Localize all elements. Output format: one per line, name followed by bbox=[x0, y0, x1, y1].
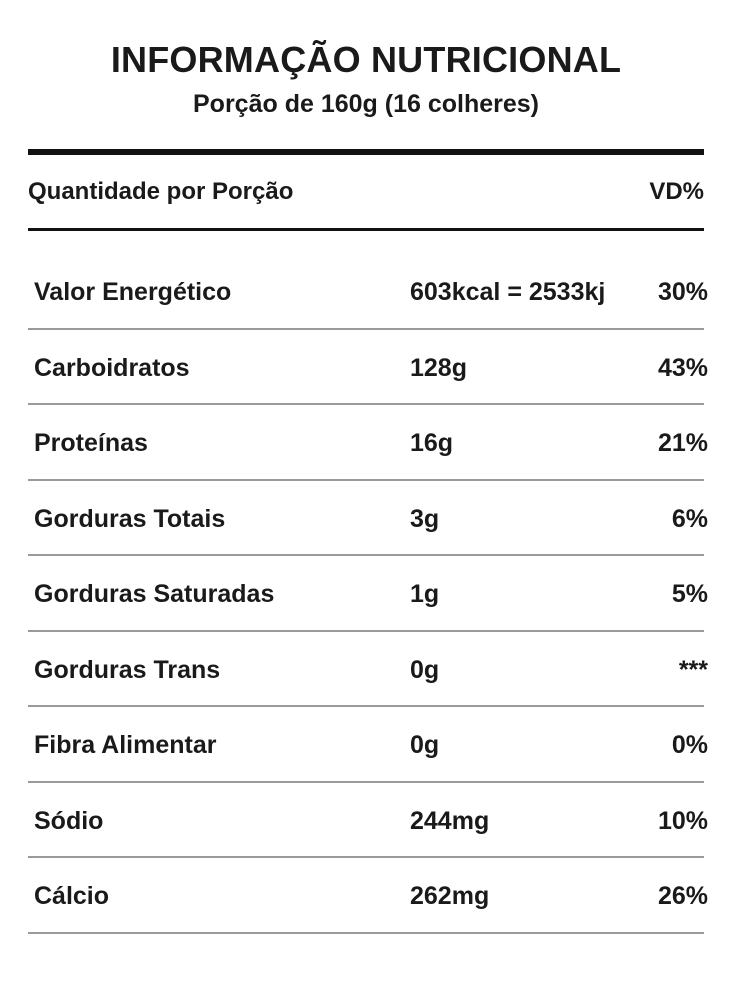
nutrient-row-sodium: Sódio 244mg 10% bbox=[28, 783, 708, 858]
nutrient-row-fiber: Fibra Alimentar 0g 0% bbox=[28, 707, 708, 783]
nutrient-amount: 16g bbox=[410, 429, 454, 457]
nutrient-name: Sódio bbox=[34, 806, 104, 835]
nutrient-daily-value: 26% bbox=[657, 882, 708, 910]
nutrient-amount: 128g bbox=[410, 353, 467, 382]
nutrient-amount: 603kcal = 2533kj bbox=[410, 278, 606, 306]
nutrient-row-total-fat: Gorduras Totais 3g 6% bbox=[28, 481, 708, 556]
thick-divider bbox=[28, 149, 704, 155]
nutrient-name: Proteínas bbox=[34, 429, 148, 457]
nutrient-amount: 244mg bbox=[410, 806, 490, 835]
nutrient-daily-value: *** bbox=[678, 655, 708, 684]
nutrient-name: Gorduras Totais bbox=[34, 504, 226, 533]
serving-size: Porção de 160g (16 colheres) bbox=[193, 90, 539, 118]
nutrient-daily-value: 6% bbox=[671, 504, 708, 533]
nutrient-name: Carboidratos bbox=[34, 353, 190, 382]
nutrient-daily-value: 43% bbox=[657, 353, 708, 382]
nutrient-name: Valor Energético bbox=[34, 278, 232, 306]
nutrient-daily-value: 30% bbox=[657, 278, 708, 306]
daily-value-header: VD% bbox=[649, 178, 704, 205]
nutrient-daily-value: 0% bbox=[671, 731, 708, 759]
nutrient-amount: 262mg bbox=[410, 882, 490, 910]
nutrient-row-trans-fat: Gorduras Trans 0g *** bbox=[28, 632, 708, 707]
quantity-per-serving-header: Quantidade por Porção bbox=[28, 178, 294, 205]
nutrient-row-calcium: Cálcio 262mg 26% bbox=[28, 858, 708, 934]
nutrient-daily-value: 5% bbox=[671, 580, 708, 608]
nutrient-amount: 1g bbox=[410, 580, 440, 608]
nutrient-amount: 3g bbox=[410, 504, 440, 533]
nutrient-row-proteins: Proteínas 16g 21% bbox=[28, 405, 708, 481]
nutrient-amount: 0g bbox=[410, 655, 440, 684]
label-title: INFORMAÇÃO NUTRICIONAL bbox=[110, 39, 622, 80]
nutrient-name: Gorduras Trans bbox=[34, 655, 221, 684]
header-divider bbox=[28, 228, 704, 231]
column-header-row: Quantidade por Porção VD% bbox=[28, 172, 704, 212]
nutrient-amount: 0g bbox=[410, 731, 440, 759]
nutrient-daily-value: 10% bbox=[657, 806, 708, 835]
nutrient-row-energy: Valor Energético 603kcal = 2533kj 30% bbox=[28, 254, 708, 330]
nutrient-daily-value: 21% bbox=[657, 429, 708, 457]
nutrient-table: Valor Energético 603kcal = 2533kj 30% Ca… bbox=[28, 254, 708, 934]
nutrient-row-carbohydrates: Carboidratos 128g 43% bbox=[28, 330, 708, 405]
nutrient-row-saturated-fat: Gorduras Saturadas 1g 5% bbox=[28, 556, 708, 632]
nutrient-name: Fibra Alimentar bbox=[34, 731, 217, 759]
nutrient-name: Cálcio bbox=[34, 882, 110, 910]
nutrient-name: Gorduras Saturadas bbox=[34, 580, 275, 608]
